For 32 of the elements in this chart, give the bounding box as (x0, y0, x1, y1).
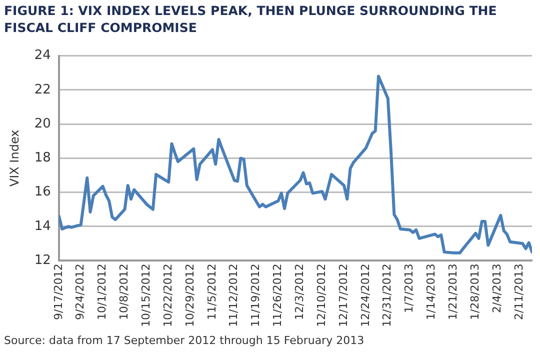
y-tick-label: 18 (34, 150, 51, 166)
y-tick-label: 24 (34, 48, 51, 64)
x-tick-label: 11/12/2012 (227, 264, 240, 328)
x-tick-label: 2/4/2013 (490, 264, 504, 314)
y-tick-label: 20 (34, 116, 51, 132)
source-note: Source: data from 17 September 2012 through 15 February 2013 (4, 334, 364, 347)
x-tick-label: 1/21/2013 (446, 264, 460, 320)
x-tick-label: 2/11/2013 (512, 264, 526, 320)
y-tick-label: 14 (34, 218, 51, 234)
x-tick-label: 10/8/2012 (118, 264, 131, 320)
x-tick-label: 11/5/2012 (205, 264, 218, 320)
x-tick-label: 12/3/2012 (293, 264, 306, 320)
y-axis-title: VIX Index (7, 130, 22, 187)
y-tick-label: 22 (34, 82, 51, 98)
x-tick-label: 1/14/2013 (424, 264, 438, 320)
x-tick-label: 9/24/2012 (74, 264, 87, 320)
x-tick-label: 11/26/2012 (271, 264, 284, 328)
x-tick-label: 12/17/2012 (336, 264, 350, 328)
x-tick-label: 10/15/2012 (140, 264, 153, 328)
y-tick-label: 16 (34, 184, 51, 200)
x-tick-label: 9/17/2012 (52, 264, 65, 320)
x-tick-label: 1/7/2013 (402, 264, 416, 314)
chart-title: FIGURE 1: VIX INDEX LEVELS PEAK, THEN PLUNGE SURROUNDING THE FISCAL CLIFF COMPROMISE (4, 2, 498, 36)
y-tick-label: 12 (34, 252, 51, 268)
x-tick-label: 12/10/2012 (314, 264, 328, 328)
x-tick-label: 12/24/2012 (358, 264, 372, 328)
x-tick-label: 10/1/2012 (96, 264, 109, 320)
x-tick-label: 1/28/2013 (468, 264, 482, 320)
x-tick-label: 11/19/2012 (249, 264, 262, 328)
x-tick-label: 12/31/2012 (380, 264, 394, 328)
x-tick-label: 10/22/2012 (161, 264, 174, 328)
x-tick-label: 10/29/2012 (183, 264, 196, 328)
